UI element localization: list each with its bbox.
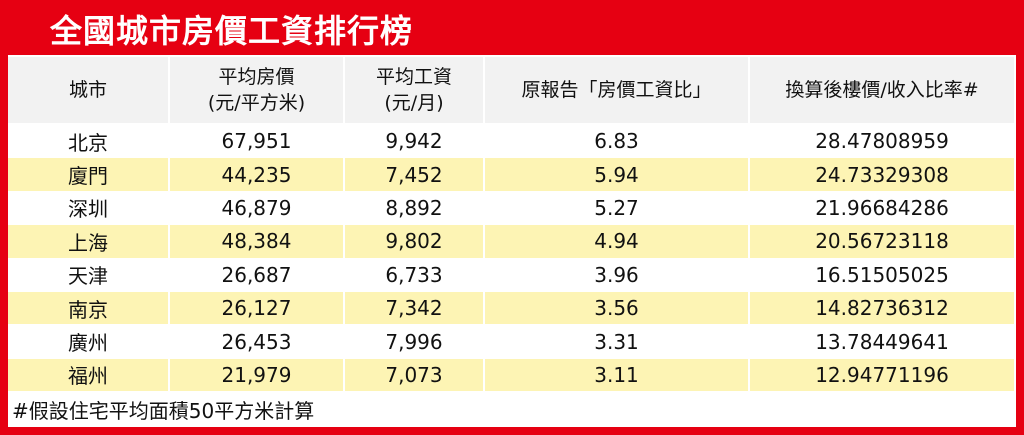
table-cell: 天津 (68, 264, 108, 289)
table-cell: 5.94 (485, 158, 748, 191)
table-cell: 3.56 (485, 292, 748, 325)
table-cell: 7,342 (345, 292, 483, 325)
table-cell: 3.96 (594, 262, 639, 287)
table-cell: 3.11 (485, 358, 748, 392)
header-text: (元/平方米) (207, 92, 306, 114)
header-text: (元/月) (384, 92, 444, 114)
table-cell: 5.27 (594, 195, 639, 220)
header-text: 原報告「房價工資比」 (521, 79, 712, 101)
table-cell: 28.47808959 (815, 129, 949, 154)
header-text: 平均工資 (375, 66, 452, 88)
table-cell: 26,453 (221, 329, 292, 354)
table-cell: 福州 (8, 358, 168, 392)
table-cell: 21,979 (170, 358, 343, 392)
table-cell: 24.73329308 (750, 158, 1014, 191)
header-cell: 換算後樓價/收入比率# (750, 57, 1014, 123)
table-cell: 67,951 (221, 129, 292, 154)
table-cell: 廈門 (8, 158, 168, 191)
table-cell: 南京 (8, 292, 168, 325)
table-cell: 16.51505025 (815, 262, 949, 287)
table-cell: 7,452 (345, 158, 483, 191)
table-cell: 北京 (68, 130, 108, 155)
header-cell: 原報告「房價工資比」 (485, 57, 748, 123)
table-cell: 3.31 (594, 329, 639, 354)
table-cell: 14.82736312 (750, 292, 1014, 325)
table-cell: 26,127 (170, 292, 343, 325)
table-cell: 48,384 (170, 225, 343, 258)
table-cell: 26,687 (221, 262, 292, 287)
footnote: #假設住宅平均面積50平方米計算 (12, 399, 315, 423)
header-cell: 平均房價 (元/平方米) (170, 57, 343, 123)
table-cell: 深圳 (68, 197, 108, 222)
table-cell: 13.78449641 (815, 329, 949, 354)
table-cell: 7,073 (345, 358, 483, 392)
table-cell: 9,802 (345, 225, 483, 258)
table-cell: 44,235 (170, 158, 343, 191)
title: 全國城市房價工資排行榜 (50, 12, 414, 50)
header-text: 平均房價 (218, 66, 295, 88)
table-cell: 46,879 (221, 195, 292, 220)
table-cell: 9,942 (385, 129, 443, 154)
table-cell: 6,733 (385, 262, 443, 287)
table-cell: 廣州 (68, 331, 108, 356)
table-cell: 4.94 (485, 225, 748, 258)
header-cell: 城市 (8, 57, 168, 123)
table-cell: 上海 (8, 225, 168, 258)
table-cell: 8,892 (385, 195, 443, 220)
table-cell: 12.94771196 (750, 358, 1014, 392)
table-cell: 7,996 (385, 329, 443, 354)
header-text: 城市 (68, 79, 107, 101)
table-cell: 6.83 (594, 129, 639, 154)
header-cell: 平均工資 (元/月) (345, 57, 483, 123)
table-cell: 20.56723118 (750, 225, 1014, 258)
header-text: 換算後樓價/收入比率# (785, 79, 979, 101)
table-cell: 21.96684286 (815, 195, 949, 220)
